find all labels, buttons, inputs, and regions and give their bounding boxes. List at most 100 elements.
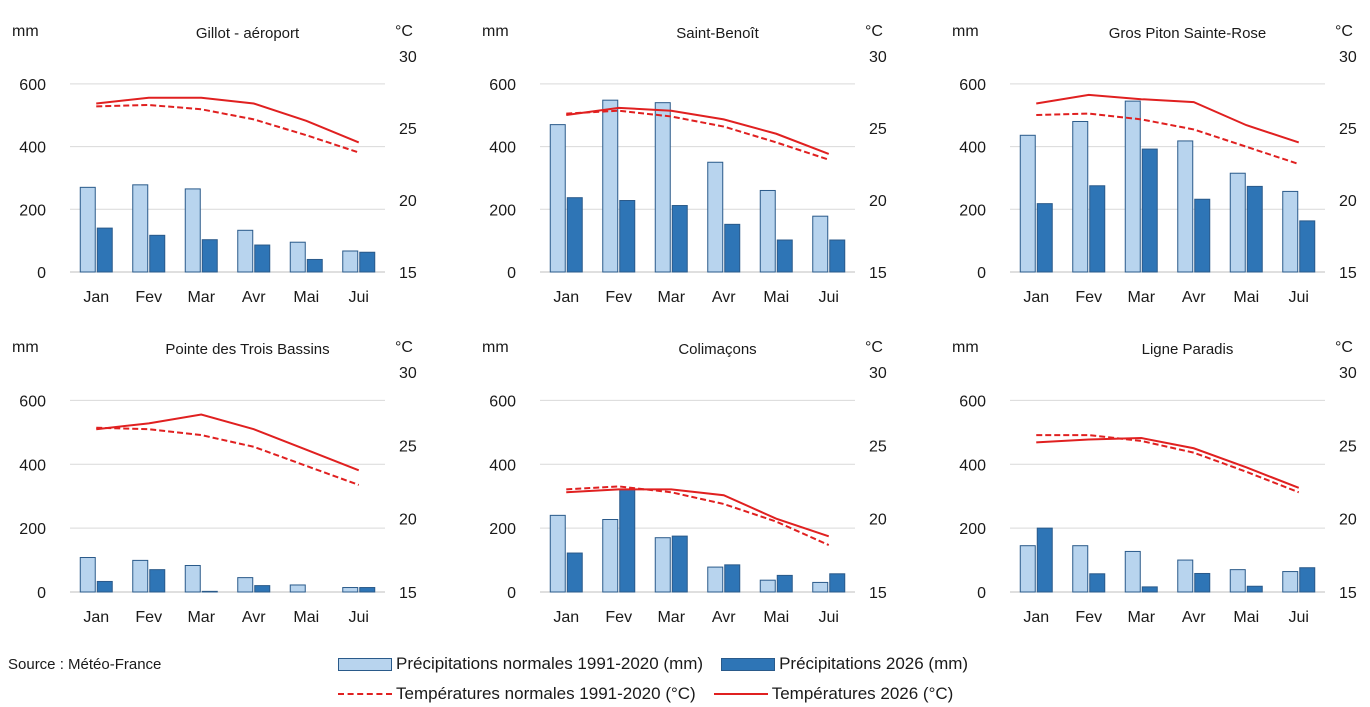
chart-6-bar-normal-avr <box>1177 559 1194 593</box>
chart-2-x-tick-label: Fev <box>605 289 632 306</box>
chart-6-y2-tick-label: 30 <box>1339 365 1357 382</box>
chart-3-ylabel: mm <box>952 23 979 40</box>
chart-2-y2-tick-label: 15 <box>869 265 887 282</box>
chart-6-y2label: °C <box>1335 339 1353 356</box>
chart-3-y2-tick-label: 15 <box>1339 265 1357 282</box>
chart-2-y-tick-label: 200 <box>489 202 516 219</box>
chart-4-x-tick-label: Avr <box>242 609 266 626</box>
chart-2-bar-normal-jui <box>812 215 829 273</box>
chart-5-temp-2026-line <box>566 488 830 538</box>
chart-1-title: Gillot - aéroport <box>196 25 300 42</box>
chart-3-y-tick-label: 400 <box>959 140 986 157</box>
chart-3-x-tick-label: Jui <box>1289 289 1309 306</box>
chart-1-x-tick-label: Jan <box>83 289 109 306</box>
chart-5-y2-tick-label: 20 <box>869 512 887 529</box>
legend-item-precip-2026: Précipitations 2026 (mm) <box>721 654 968 674</box>
chart-4-temp-2026-line <box>96 413 360 472</box>
chart-5-x-tick-label: Jan <box>553 609 579 626</box>
chart-6-bar-normal-jan <box>1019 545 1036 593</box>
chart-2-bar-normal-mai <box>759 189 776 273</box>
chart-6-y2-tick-label: 15 <box>1339 585 1357 602</box>
chart-6-temp-2026-line <box>1036 436 1300 489</box>
chart-3-y2label: °C <box>1335 23 1353 40</box>
chart-5-y-tick-label: 0 <box>507 585 516 602</box>
legend-swatch-precip-normal <box>338 657 392 671</box>
chart-3-bar-2026-mai <box>1246 185 1263 273</box>
chart-1-ylabel: mm <box>12 23 39 40</box>
chart-1-bar-2026-avr <box>254 244 271 273</box>
chart-6-y-tick-label: 0 <box>977 585 986 602</box>
chart-1-temp-normal-line <box>96 103 360 154</box>
chart-1-y-tick-label: 200 <box>19 202 46 219</box>
chart-5-y2-tick-label: 25 <box>869 438 887 455</box>
chart-1-y2-tick-label: 30 <box>399 49 417 66</box>
chart-2-y2-tick-label: 20 <box>869 193 887 210</box>
chart-1-bar-normal-jan <box>79 186 96 273</box>
chart-4-bar-normal-fev <box>132 559 149 593</box>
chart-2-bar-normal-mar <box>654 102 671 273</box>
chart-6-y2-tick-label: 20 <box>1339 512 1357 529</box>
legend-item-temp-2026: Températures 2026 (°C) <box>713 684 953 704</box>
chart-6-x-tick-label: Fev <box>1075 609 1102 626</box>
chart-3-x-tick-label: Avr <box>1182 289 1206 306</box>
chart-5-y2-tick-label: 30 <box>869 365 887 382</box>
chart-3-y-tick-label: 0 <box>977 265 986 282</box>
chart-1-bar-2026-jui <box>359 251 376 273</box>
chart-6-bar-normal-mar <box>1124 550 1141 593</box>
chart-2-bar-normal-avr <box>707 161 724 273</box>
chart-1-x-tick-label: Fev <box>135 289 162 306</box>
legend-row-precipitation: Précipitations normales 1991-2020 (mm) P… <box>338 654 986 674</box>
chart-3-y-tick-label: 600 <box>959 77 986 94</box>
chart-5-bar-normal-fev <box>602 519 619 593</box>
chart-6-x-tick-label: Jui <box>1289 609 1309 626</box>
chart-3-bar-normal-fev <box>1072 120 1089 273</box>
chart-2-x-tick-label: Mar <box>657 289 685 306</box>
chart-1-bar-normal-jui <box>342 250 359 273</box>
chart-2-bar-normal-jan <box>549 124 566 273</box>
chart-5-x-tick-label: Mar <box>657 609 685 626</box>
chart-5-bar-2026-mai <box>776 574 793 593</box>
chart-5-x-tick-label: Fev <box>605 609 632 626</box>
legend-swatch-temp-2026 <box>713 693 768 695</box>
chart-1-bar-normal-fev <box>132 184 149 273</box>
chart-2-bar-2026-mai <box>776 239 793 273</box>
chart-1-bar-2026-jan <box>96 227 113 273</box>
chart-3-bar-normal-jui <box>1282 190 1299 273</box>
source-note: Source : Météo-France <box>8 656 162 673</box>
chart-2-x-tick-label: Avr <box>712 289 736 306</box>
chart-5-bar-normal-mai <box>759 579 776 593</box>
chart-3-y2-tick-label: 20 <box>1339 193 1357 210</box>
chart-4-bar-2026-mar <box>201 590 218 593</box>
chart-1-y2label: °C <box>395 23 413 40</box>
chart-5-title: Colimaçons <box>678 341 756 358</box>
chart-4-y-tick-label: 200 <box>19 521 46 538</box>
chart-2-x-tick-label: Jui <box>819 289 839 306</box>
chart-3-y2-tick-label: 30 <box>1339 49 1357 66</box>
chart-2-x-tick-label: Mai <box>763 289 789 306</box>
chart-2-x-tick-label: Jan <box>553 289 579 306</box>
chart-3-bar-2026-mar <box>1141 148 1158 273</box>
chart-6-y-tick-label: 400 <box>959 457 986 474</box>
chart-5-y-tick-label: 600 <box>489 393 516 410</box>
chart-2-title: Saint-Benoît <box>676 25 759 42</box>
chart-1-temp-2026-line <box>96 96 360 144</box>
chart-4-y-tick-label: 0 <box>37 585 46 602</box>
chart-5-bar-2026-jan <box>566 552 583 593</box>
chart-5-bar-2026-fev <box>619 488 636 593</box>
chart-1-x-tick-label: Mai <box>293 289 319 306</box>
chart-5-bar-normal-mar <box>654 537 671 593</box>
chart-5-x-tick-label: Avr <box>712 609 736 626</box>
chart-5-y2-tick-label: 15 <box>869 585 887 602</box>
chart-5-x-tick-label: Mai <box>763 609 789 626</box>
chart-4-ylabel: mm <box>12 339 39 356</box>
chart-1-bar-normal-mar <box>184 188 201 273</box>
chart-3-bar-normal-jan <box>1019 134 1036 273</box>
chart-4-y-tick-label: 400 <box>19 457 46 474</box>
chart-2-bar-2026-mar <box>671 205 688 273</box>
chart-4-x-tick-label: Mar <box>187 609 215 626</box>
chart-6-bar-normal-mai <box>1229 569 1246 593</box>
chart-3-bar-normal-mai <box>1229 172 1246 273</box>
chart-4-temp-normal-line <box>96 426 360 486</box>
chart-1-x-tick-label: Avr <box>242 289 266 306</box>
